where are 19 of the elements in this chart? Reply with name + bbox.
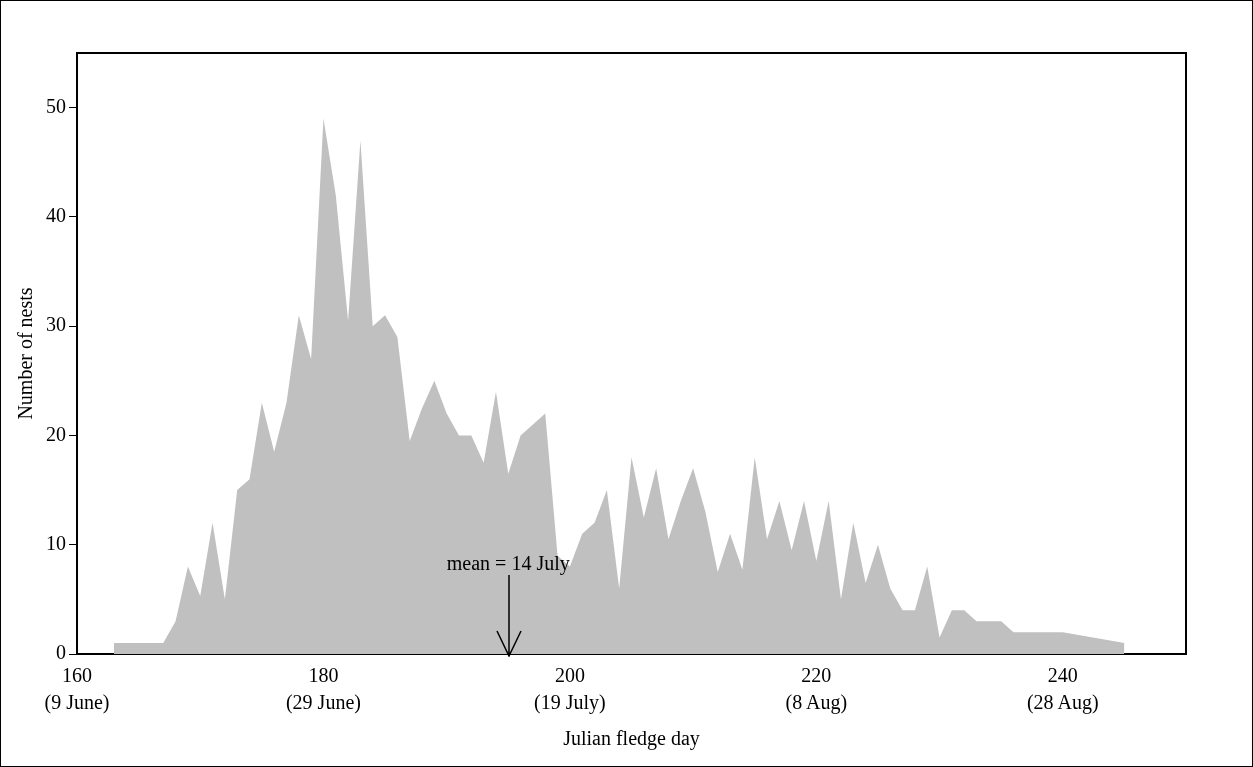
text: (28 Aug)	[1026, 691, 1099, 715]
y-tick-label: 10	[46, 531, 66, 554]
x-axis-title: Julian fledge day	[563, 727, 700, 751]
text: (8 Aug)	[785, 691, 848, 715]
text: (19 July)	[534, 691, 606, 715]
x-tick-label: 200	[554, 664, 585, 687]
x-tick-label: 240	[1047, 664, 1078, 687]
y-tick-label: 0	[56, 641, 66, 664]
y-axis-title: Number of nests	[14, 287, 37, 420]
annotation: mean = 14 July	[446, 552, 570, 575]
text: (29 June)	[285, 691, 361, 715]
x-tick-label: 220	[801, 664, 832, 687]
text: (9 June)	[44, 691, 110, 715]
y-tick-label: 50	[46, 94, 66, 117]
y-tick-label: 20	[46, 422, 66, 445]
x-tick-label: 160	[62, 664, 92, 687]
y-tick-label: 30	[46, 313, 66, 336]
y-tick-label: 40	[46, 204, 66, 227]
x-tick-label: 180	[308, 664, 339, 687]
